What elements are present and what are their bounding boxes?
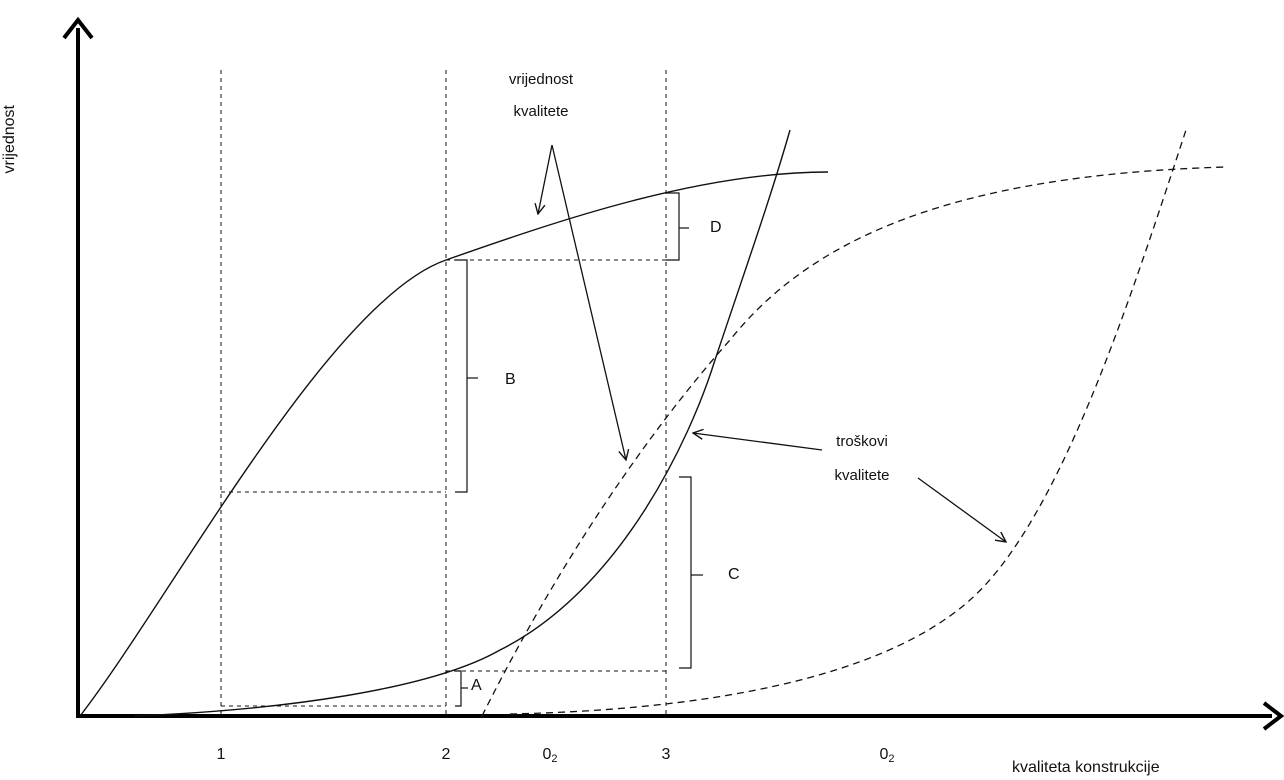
x-axis-arrowhead	[1262, 701, 1284, 731]
x-tick-1: 1	[216, 746, 226, 763]
value-curve-solid	[79, 171, 829, 717]
bracket-b	[455, 259, 478, 493]
y-axis-arrowhead	[62, 16, 94, 40]
x-tick-2: 2	[441, 746, 451, 763]
horizontal-guides	[221, 259, 666, 707]
arrow-value-to-curve	[538, 144, 553, 214]
arrow-cost-to-dashed	[917, 477, 1006, 542]
x-axis-label: kvaliteta konstrukcije	[1012, 759, 1160, 776]
bracket-d-label: D	[710, 219, 722, 236]
bracket-d	[666, 192, 689, 261]
value-annotation-line2: kvalitete	[513, 103, 569, 120]
annotation-arrows	[538, 144, 1006, 542]
bracket-c	[679, 476, 703, 669]
arrow-cost-to-curve	[693, 433, 823, 451]
y-axis-label: vrijednost	[1, 105, 18, 174]
cost-curve-solid	[134, 129, 791, 717]
vertical-guides	[220, 70, 667, 716]
x-tick-3: 3	[661, 746, 671, 763]
cost-annotation-line2: kvalitete	[834, 467, 890, 484]
bracket-c-label: C	[728, 566, 740, 583]
x-tick-o2-second: 02	[879, 746, 895, 765]
x-tick-o2-first: 02	[542, 746, 558, 765]
bracket-a-label: A	[471, 677, 482, 694]
cost-curve-dashed	[509, 129, 1187, 715]
arrow-value-to-dashed	[551, 144, 626, 460]
cost-annotation-line1: troškovi	[836, 433, 888, 450]
axes	[62, 16, 1284, 731]
bracket-b-label: B	[505, 371, 516, 388]
value-annotation-line1: vrijednost	[508, 71, 574, 88]
bracket-a	[455, 670, 468, 707]
